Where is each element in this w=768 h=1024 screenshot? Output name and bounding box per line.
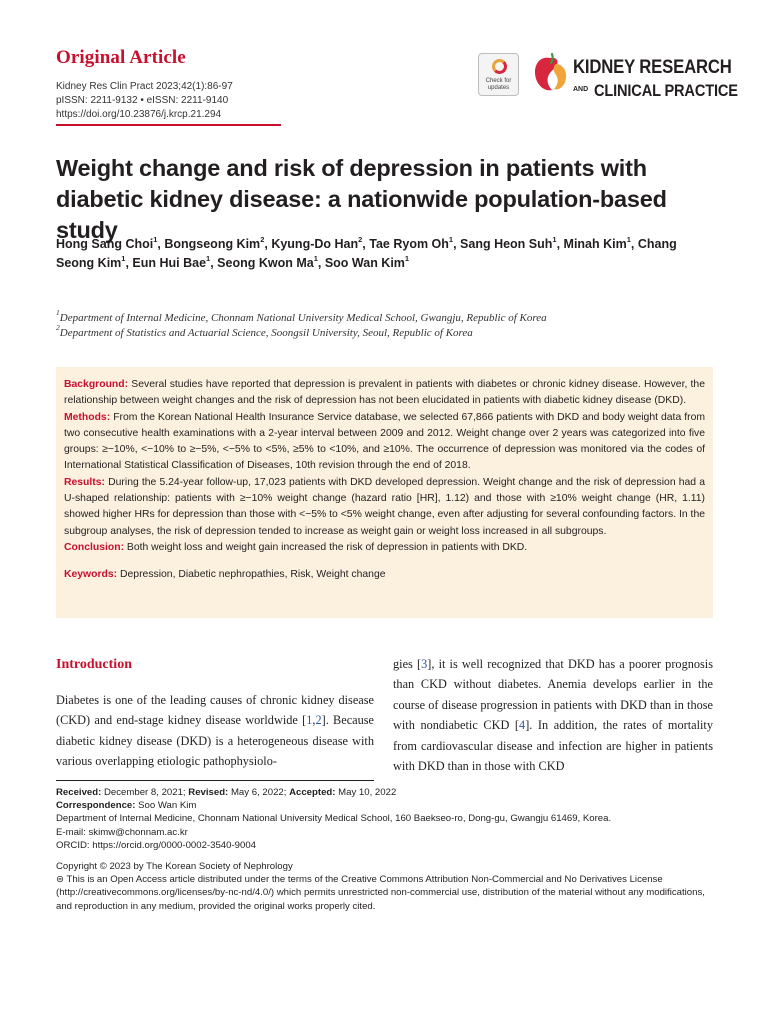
- open-access-icon: ⊜: [56, 874, 67, 886]
- article-title: Weight change and risk of depression in …: [56, 155, 667, 243]
- author-list: Hong Sang Choi1, Bongseong Kim2, Kyung-D…: [56, 234, 677, 270]
- author-name: Bongseong Kim: [164, 237, 261, 251]
- author-name: Sang Heon Suh: [460, 237, 553, 251]
- author-affiliation-mark: 2: [260, 234, 265, 244]
- reference-link-1[interactable]: 1: [306, 713, 313, 728]
- doi-link[interactable]: https://doi.org/10.23876/j.krcp.21.294: [56, 109, 222, 120]
- author-affiliation-mark: 1: [404, 253, 410, 263]
- author-name: Minah Kim: [563, 237, 627, 251]
- abstract-box: Background: Several studies have reporte…: [56, 367, 713, 618]
- check-for-updates-badge[interactable]: Check for updates: [478, 53, 519, 96]
- author-affiliation-mark: 1: [313, 253, 318, 263]
- reference-link-2[interactable]: 2: [315, 713, 322, 728]
- kidney-logo-icon: [535, 52, 567, 91]
- footnote-divider: [56, 780, 374, 781]
- affiliation-1: 1Department of Internal Medicine, Chonna…: [56, 308, 547, 324]
- crossmark-label: Check for updates: [485, 78, 512, 91]
- correspondence-orcid[interactable]: ORCID: https://orcid.org/0000-0002-3540-…: [56, 839, 256, 851]
- citation-block: Kidney Res Clin Pract 2023;42(1):86-97 p…: [56, 80, 233, 122]
- correspondence-address: Department of Internal Medicine, Chonnam…: [56, 813, 612, 825]
- author-name: Eun Hui Bae: [132, 256, 207, 270]
- body-column-right: gies [3], it is well recognized that DKD…: [393, 654, 713, 776]
- journal-logo-line2: CLINICAL PRACTICE: [594, 81, 738, 100]
- reference-link-3[interactable]: 3: [421, 657, 428, 671]
- dates-line: Received: December 8, 2021; Revised: May…: [56, 787, 397, 798]
- affiliation-2: 2Department of Statistics and Actuarial …: [56, 323, 473, 339]
- license-text: ⊜ This is an Open Access article distrib…: [56, 874, 705, 912]
- introduction-heading: Introduction: [56, 657, 132, 672]
- author-affiliation-mark: 1: [153, 234, 158, 244]
- intro-paragraph-left: Diabetes is one of the leading causes of…: [56, 693, 374, 769]
- author-affiliation-mark: 1: [552, 234, 557, 244]
- author-affiliation-mark: 1: [626, 234, 631, 244]
- author-affiliation-mark: 2: [358, 234, 363, 244]
- journal-logo-and: AND: [573, 86, 589, 93]
- author-name: Soo Wan Kim: [324, 256, 405, 270]
- correspondence-email[interactable]: E-mail: skimw@chonnam.ac.kr: [56, 826, 188, 838]
- intro-paragraph-right: gies [3], it is well recognized that DKD…: [393, 657, 714, 774]
- keywords: Keywords: Depression, Diabetic nephropat…: [64, 569, 386, 581]
- author-name: Chang Seong Kim: [56, 237, 677, 270]
- author-name: Tae Ryom Oh: [369, 237, 449, 251]
- correspondence-line: Correspondence: Soo Wan Kim: [56, 800, 197, 812]
- author-affiliation-mark: 1: [206, 253, 211, 263]
- reference-link-4[interactable]: 4: [519, 718, 526, 733]
- author-affiliation-mark: 1: [448, 234, 454, 244]
- header-divider: [56, 124, 281, 126]
- author-name: Seong Kwon Ma: [217, 256, 314, 270]
- author-name: Hong Sang Choi: [56, 237, 154, 251]
- affiliations: 1Department of Internal Medicine, Chonna…: [56, 308, 716, 341]
- body-column-left: Introduction Diabetes is one of the lead…: [56, 654, 374, 772]
- issn-line: pISSN: 2211-9132 • eISSN: 2211-9140: [56, 95, 229, 106]
- author-name: Kyung-Do Han: [271, 237, 359, 251]
- journal-logo-line1: KIDNEY RESEARCH: [573, 57, 732, 78]
- citation-line: Kidney Res Clin Pract 2023;42(1):86-97: [56, 81, 233, 92]
- abstract-results: Results: During the 5.24-year follow-up,…: [64, 476, 705, 537]
- article-type: Original Article: [56, 47, 186, 68]
- abstract-background: Background: Several studies have reporte…: [64, 379, 705, 407]
- abstract-conclusion: Conclusion: Both weight loss and weight …: [64, 541, 528, 553]
- copyright-line: Copyright © 2023 by The Korean Society o…: [56, 861, 293, 873]
- footnotes: Received: December 8, 2021; Revised: May…: [56, 786, 716, 913]
- crossmark-icon: [492, 59, 507, 74]
- abstract-methods: Methods: From the Korean National Health…: [64, 411, 706, 472]
- author-affiliation-mark: 1: [121, 253, 126, 263]
